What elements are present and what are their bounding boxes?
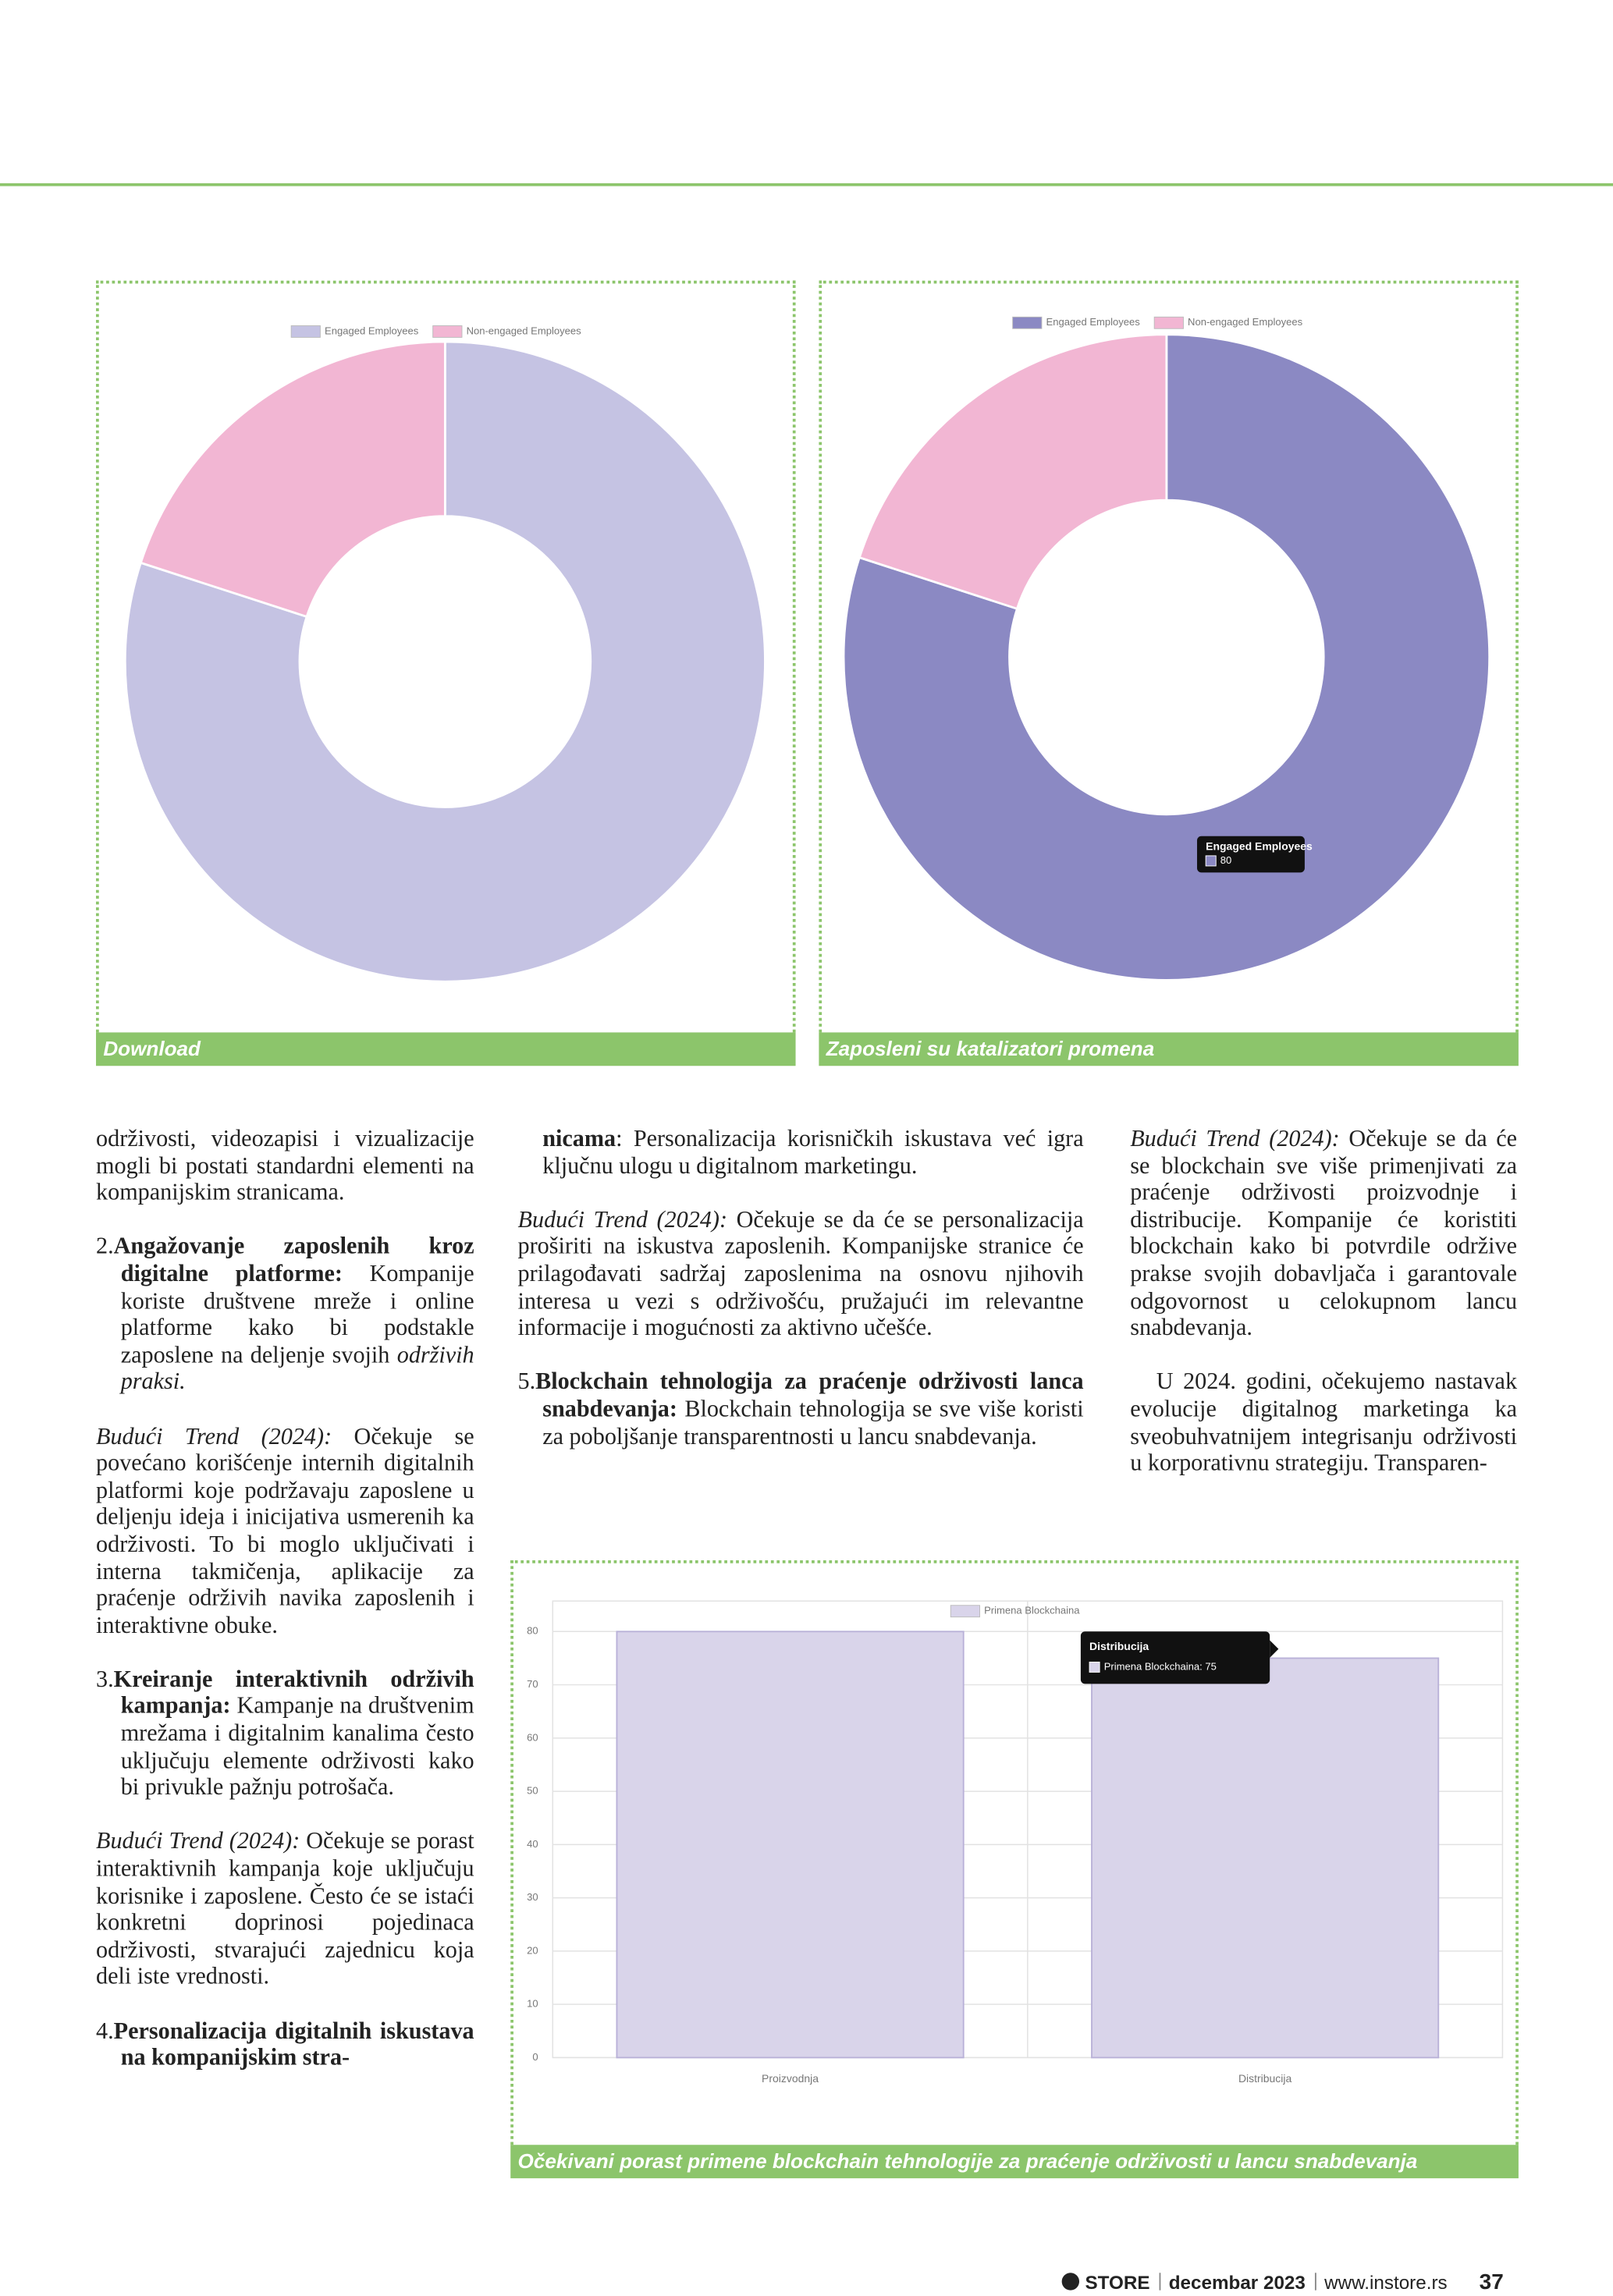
italic-text: održivih praksi.	[120, 1341, 474, 1396]
text: Kompanije koriste društvene mreže i onli…	[120, 1260, 474, 1368]
tooltip	[1080, 1631, 1270, 1684]
caption: Zaposleni su katalizatori promena	[819, 1032, 1519, 1066]
y-tick-label: 60	[527, 1731, 538, 1743]
italic-lead: Budući Trend (2024):	[517, 1206, 728, 1233]
donut-chart: Engaged Employees Non-engaged Employees En…	[842, 316, 1490, 981]
x-tick-label: Distribucija	[1238, 2072, 1292, 2085]
legend-swatch	[432, 325, 463, 338]
bold-lead: Personalizacija digitalnih iskustava na …	[113, 2017, 474, 2071]
legend-label: Engaged Employees	[1046, 316, 1141, 328]
paragraph: Budući Trend (2024): Očekuje se da će se…	[1130, 1126, 1517, 1342]
bold-lead: Angažovanje zaposlenih kroz digitalne pl…	[113, 1233, 474, 1287]
paragraph: Budući Trend (2024): Očekuje se porast i…	[96, 1829, 474, 1991]
text: Blockchain tehnologija se sve više koris…	[542, 1396, 1084, 1450]
list-item: 5.Blockchain tehnologija za praćenje odr…	[518, 1369, 1084, 1450]
item-number: 5.	[517, 1368, 536, 1396]
legend-label: Non-engaged Employees	[467, 325, 582, 336]
legend-swatch	[290, 325, 321, 338]
donut-slice	[139, 340, 446, 619]
y-tick-label: 40	[527, 1838, 538, 1850]
list-item: 3.Kreiranje interaktivnih održivih kampa…	[96, 1666, 474, 1801]
page-number: 37	[1479, 2269, 1504, 2294]
brand: STORE	[1085, 2270, 1150, 2293]
tooltip-label: 80	[1220, 854, 1232, 866]
legend-swatch	[1012, 316, 1043, 329]
legend-swatch	[950, 1605, 980, 1618]
tooltip	[1196, 836, 1305, 873]
paragraph: održivosti, videozapisi i vizualizacije …	[96, 1125, 474, 1206]
bar-chart: 0 10 20 30 40 50 60 70 80 Proizvodnja Distribucija…	[527, 1600, 1504, 2085]
paragraph: U 2024. godini, očekujemo nastavak evolu…	[1130, 1368, 1518, 1477]
paragraph: Budući Trend (2024): Očekuje se povećano…	[96, 1423, 474, 1639]
caption: Očekivani porast primene blockchain tehn…	[510, 2145, 1519, 2179]
bold-lead: nicama	[542, 1125, 616, 1152]
y-tick-label: 80	[527, 1625, 538, 1637]
list-item: 2.Angažovanje zaposlenih kroz digitalne …	[96, 1233, 474, 1396]
text: Očekuje se da će se blockchain sve više …	[1130, 1125, 1518, 1341]
chart-frame	[96, 280, 796, 1033]
issue-date: decembar 2023	[1168, 2270, 1306, 2293]
item-number: 2.	[96, 1233, 114, 1260]
bar	[1091, 1657, 1440, 2059]
y-tick-label: 70	[527, 1678, 538, 1690]
text: Očekuje se povećano korišćenje internih …	[96, 1422, 474, 1639]
italic-lead: Budući Trend (2024):	[96, 1422, 332, 1450]
y-tick-label: 50	[527, 1785, 538, 1797]
italic-lead: Budući Trend (2024):	[1130, 1125, 1340, 1152]
donut-slice	[123, 340, 766, 983]
tooltip-title: Engaged Employees	[1206, 839, 1313, 852]
y-tick-label: 10	[527, 1998, 538, 2010]
tooltip-swatch	[1089, 1661, 1100, 1673]
logo	[1061, 2273, 1080, 2291]
header-rule	[0, 183, 1613, 186]
tooltip-swatch	[1205, 855, 1217, 867]
item-number: 4.	[96, 2017, 114, 2044]
y-tick-label: 0	[532, 2051, 538, 2063]
donut-slice	[858, 333, 1168, 611]
x-tick-label: Proizvodnja	[762, 2072, 819, 2085]
item-number: 3.	[96, 1666, 114, 1693]
italic-lead: Budući Trend (2024):	[96, 1828, 300, 1855]
bold-lead: Kreiranje interaktivnih održivih kampanj…	[113, 1666, 474, 1720]
caption: Download	[96, 1032, 796, 1066]
legend-swatch	[1153, 316, 1184, 329]
chart-frame	[510, 1560, 1519, 2145]
list-item: 4.Personalizacija digitalnih iskustava n…	[96, 2017, 474, 2071]
text: Očekuje se porast interaktivnih kampanja…	[96, 1828, 474, 1990]
legend-label: Engaged Employees	[325, 325, 419, 336]
tooltip-label: Primena Blockchaina: 75	[1104, 1660, 1217, 1672]
y-tick-label: 30	[527, 1891, 538, 1903]
text-column: Budući Trend (2024): Očekuje se da će se…	[1130, 1126, 1517, 1504]
text-column: održivosti, videozapisi i vizualizacije …	[96, 1126, 474, 2099]
paragraph: nicama: Personalizacija korisničkih isku…	[518, 1125, 1084, 1180]
separator	[1314, 2273, 1316, 2291]
legend-label: Non-engaged Employees	[1188, 316, 1303, 328]
separator	[1158, 2273, 1160, 2291]
donut-chart: Engaged Employees Non-engaged Employees	[123, 325, 766, 983]
tooltip-title: Distribucija	[1089, 1640, 1149, 1652]
paragraph: Budući Trend (2024): Očekuje se da će se…	[518, 1207, 1084, 1342]
donut-slice	[842, 333, 1490, 981]
bold-lead: Blockchain tehnologija za praćenje održi…	[535, 1368, 1084, 1422]
y-tick-label: 20	[527, 1944, 538, 1956]
tooltip-caret	[1270, 1640, 1279, 1658]
text-column: nicama: Personalizacija korisničkih isku…	[518, 1126, 1084, 1478]
bar	[616, 1631, 965, 2059]
text: Kampanje na društvenim mrežama i digital…	[120, 1693, 474, 1801]
text: Očekuje se da će se personalizacija proš…	[517, 1206, 1084, 1341]
website: www.instore.rs	[1324, 2270, 1448, 2293]
legend-label: Primena Blockchaina	[984, 1605, 1080, 1616]
text: : Personalizacija korisničkih iskustava …	[542, 1125, 1084, 1179]
footer: STORE decembar 2023 www.instore.rs 37	[1061, 2267, 1504, 2296]
chart-frame	[819, 280, 1519, 1033]
